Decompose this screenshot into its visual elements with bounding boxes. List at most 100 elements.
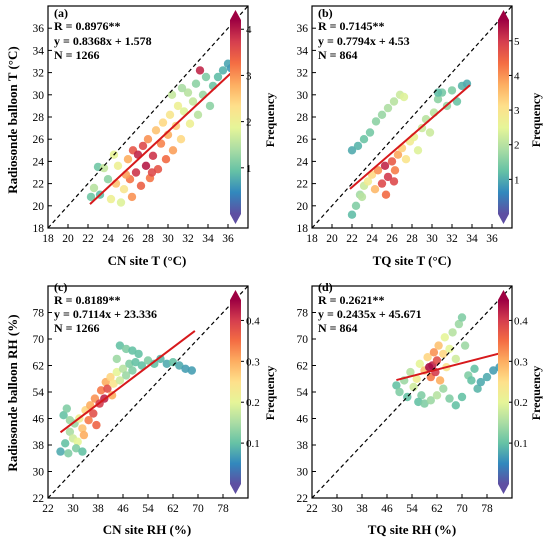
y-tick-label: 22 bbox=[33, 179, 45, 191]
y-tick-label: 20 bbox=[33, 201, 45, 213]
scatter-point bbox=[107, 391, 117, 400]
scatter-point bbox=[373, 166, 383, 175]
y-tick-label: 78 bbox=[33, 308, 45, 320]
scatter-point bbox=[138, 141, 148, 151]
scatter-point bbox=[64, 449, 73, 458]
colorbar-tick-label: 2 bbox=[514, 140, 520, 152]
scatter-point bbox=[363, 177, 373, 186]
x-tick-label: 18 bbox=[42, 233, 54, 245]
x-tick-label: 20 bbox=[62, 233, 74, 245]
scatter-point bbox=[439, 384, 448, 393]
y-tick-label: 54 bbox=[33, 387, 45, 399]
stat-n-d: N = 864 bbox=[318, 321, 358, 335]
x-tick-label: 30 bbox=[331, 503, 343, 515]
regression-line bbox=[89, 70, 234, 205]
scatter-point bbox=[415, 359, 424, 368]
y-tick-label: 20 bbox=[297, 201, 309, 213]
scatter-point bbox=[470, 364, 479, 373]
regression-line bbox=[396, 352, 500, 382]
y-tick-label: 46 bbox=[33, 414, 45, 426]
y-tick-label: 26 bbox=[297, 134, 309, 146]
y-tick-label: 18 bbox=[297, 223, 309, 235]
scatter-point bbox=[389, 177, 399, 186]
x-tick-label: 22 bbox=[82, 233, 94, 245]
scatter-point bbox=[106, 194, 116, 204]
scatter-point bbox=[401, 155, 411, 164]
scatter-point bbox=[370, 185, 380, 194]
scatter-point bbox=[109, 379, 118, 388]
scatter-point bbox=[141, 161, 151, 170]
stat-n-c: N = 1266 bbox=[54, 321, 100, 335]
y-tick-label: 30 bbox=[297, 467, 309, 479]
scatter-point bbox=[426, 396, 435, 405]
x-tick-label: 24 bbox=[366, 233, 378, 245]
x-axis-title-c: CN site RH (%) bbox=[103, 522, 191, 537]
y-tick-label: 28 bbox=[297, 112, 309, 124]
y-tick-label: 28 bbox=[33, 112, 45, 124]
y-tick-label: 34 bbox=[297, 45, 309, 57]
regression-line bbox=[59, 330, 196, 434]
colorbar bbox=[230, 300, 241, 484]
stat-eq-d: y = 0.2435x + 45.671 bbox=[318, 307, 422, 321]
stat-n-a: N = 1266 bbox=[54, 48, 100, 62]
colorbar-label-c: Frequency bbox=[263, 366, 277, 420]
scatter-point bbox=[118, 364, 128, 373]
x-axis-title-b: TQ site T (°C) bbox=[373, 253, 452, 268]
y-axis-title-c: Radiosonde balloon RH (%) bbox=[5, 314, 20, 471]
x-tick-label: 26 bbox=[386, 233, 398, 245]
scatter-point bbox=[84, 416, 93, 425]
scatter-point bbox=[106, 372, 115, 382]
colorbar-tick-label: 0.3 bbox=[514, 356, 528, 368]
scatter-point bbox=[193, 110, 203, 120]
x-tick-label: 62 bbox=[167, 503, 179, 515]
scatter-point bbox=[425, 128, 435, 137]
colorbar-tick-label: 0.2 bbox=[246, 397, 260, 409]
scatter-point bbox=[445, 394, 454, 403]
scatter-point bbox=[65, 416, 75, 425]
scatter-point bbox=[399, 92, 409, 102]
scatter-point bbox=[128, 366, 137, 375]
scatter-point bbox=[357, 192, 367, 202]
y-tick-label: 18 bbox=[33, 223, 45, 235]
colorbar-max-arrow bbox=[498, 10, 509, 20]
regression-line bbox=[349, 84, 471, 190]
y-tick-label: 22 bbox=[297, 493, 309, 505]
scatter-point bbox=[383, 103, 393, 113]
scatter-point bbox=[78, 424, 87, 433]
scatter-point bbox=[115, 341, 125, 350]
scatter-point bbox=[121, 371, 131, 380]
scatter-point bbox=[183, 88, 193, 97]
scatter-point bbox=[433, 88, 443, 97]
scatter-point bbox=[156, 354, 165, 364]
scatter-point bbox=[191, 79, 201, 88]
scatter-point bbox=[148, 151, 158, 160]
scatter-point bbox=[409, 382, 418, 392]
scatter-point bbox=[151, 126, 161, 135]
y-tick-label: 32 bbox=[33, 68, 45, 80]
panel-label-d: (d) bbox=[318, 280, 333, 294]
y-tick-label: 36 bbox=[33, 23, 45, 35]
scatter-point bbox=[205, 101, 215, 111]
scatter-point bbox=[143, 135, 153, 144]
scatter-point bbox=[417, 391, 426, 400]
colorbar-max-arrow bbox=[230, 10, 241, 20]
scatter-point bbox=[79, 430, 89, 440]
scatter-point bbox=[489, 366, 498, 375]
colorbar bbox=[498, 300, 509, 484]
colorbar bbox=[498, 20, 509, 214]
scatter-point bbox=[60, 439, 70, 448]
colorbar bbox=[230, 20, 241, 214]
scatter-point bbox=[156, 139, 166, 148]
y-tick-label: 32 bbox=[297, 68, 309, 80]
colorbar-min-arrow bbox=[498, 484, 509, 494]
colorbar-max-arrow bbox=[230, 290, 241, 300]
colorbar-tick-label: 3 bbox=[514, 105, 520, 117]
x-tick-label: 34 bbox=[466, 233, 478, 245]
scatter-point bbox=[165, 110, 175, 120]
scatter-point bbox=[56, 447, 65, 456]
scatter-point bbox=[150, 359, 159, 368]
scatter-point bbox=[188, 97, 198, 106]
scatter-point bbox=[177, 83, 187, 93]
scatter-point bbox=[112, 354, 122, 364]
